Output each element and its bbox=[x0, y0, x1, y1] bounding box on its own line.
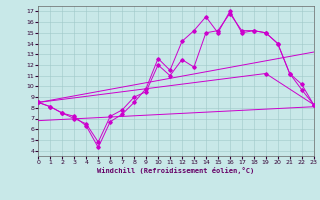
X-axis label: Windchill (Refroidissement éolien,°C): Windchill (Refroidissement éolien,°C) bbox=[97, 167, 255, 174]
